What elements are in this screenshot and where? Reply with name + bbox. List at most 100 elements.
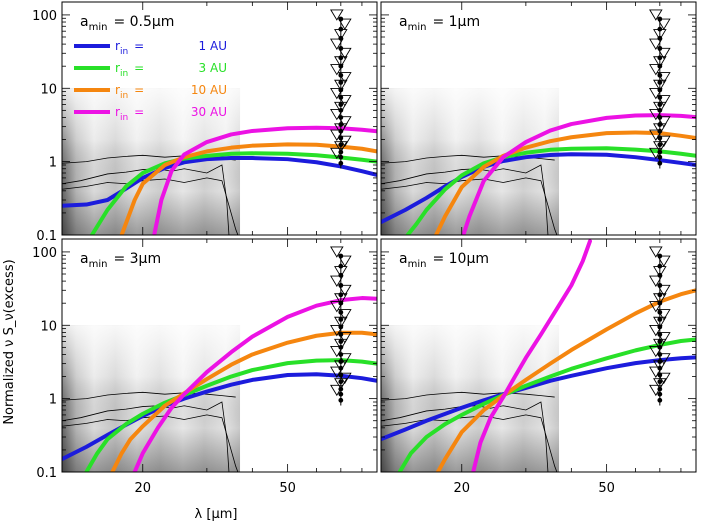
observation-point (338, 95, 344, 100)
upper-limit-marker (649, 88, 663, 100)
observation-point (338, 352, 344, 357)
panel-plot-area (62, 246, 377, 472)
upper-limit-marker (653, 141, 667, 153)
upper-limit-marker (657, 95, 671, 107)
series-line-r1 (381, 355, 696, 442)
observation-point (338, 365, 344, 371)
upper-limit-marker (330, 301, 344, 313)
observation-point (657, 142, 663, 148)
observation-point (338, 317, 344, 322)
observation-point (657, 154, 663, 160)
observation-point (657, 352, 663, 357)
panel-amin-label: amin = 3μm (80, 251, 161, 270)
upper-limit-marker (653, 378, 667, 390)
contour-line-1 (62, 391, 236, 401)
observation-point (338, 45, 344, 51)
upper-limit-marker (330, 366, 344, 378)
observation-point (338, 300, 344, 306)
observation-point (657, 95, 663, 100)
panel-frame (380, 238, 697, 473)
x-tick-label: 50 (598, 481, 615, 496)
upper-limit-marker (338, 72, 352, 84)
upper-limit-marker (338, 309, 352, 321)
y-tick-label: 1 (49, 393, 57, 408)
observation-point (657, 55, 663, 61)
upper-limit-marker (330, 64, 344, 76)
observation-point (338, 332, 344, 337)
series-line-r30 (471, 239, 592, 472)
observation-point (338, 35, 344, 41)
upper-limit-marker (657, 332, 671, 344)
upper-limit-marker (657, 284, 671, 297)
legend-value: 30 AU (191, 105, 227, 119)
x-tick-label: 20 (134, 481, 151, 496)
contour-line-3 (381, 401, 549, 472)
upper-limit-marker (649, 325, 663, 337)
upper-limit-marker (330, 38, 344, 50)
legend-value: 3 AU (199, 61, 227, 75)
panel-amin-label: amin = 1μm (399, 14, 480, 33)
observation-point (657, 122, 663, 127)
observation-point (657, 128, 663, 134)
upper-limit-marker (338, 95, 352, 107)
legend-label: rin = (115, 83, 144, 101)
observation-point (338, 386, 344, 392)
legend-value: 1 AU (199, 39, 227, 53)
observation-point (657, 115, 663, 120)
observation-point (657, 372, 663, 378)
upper-limit-marker (657, 72, 671, 84)
y-tick-label: 0.1 (36, 466, 57, 481)
observation-point (657, 135, 663, 141)
observation-point (338, 272, 344, 278)
upper-limit-marker (338, 18, 352, 30)
upper-limit-marker (330, 108, 344, 121)
upper-limit-marker (649, 246, 663, 258)
series-line-r3 (89, 151, 377, 235)
observation-point (338, 142, 344, 148)
observation-point (657, 332, 663, 337)
observation-point (338, 253, 344, 259)
observation-point (338, 154, 344, 160)
legend-value: 10 AU (191, 83, 227, 97)
panel-plot-area (381, 9, 696, 235)
upper-limit-marker (657, 255, 671, 267)
observation-point (657, 397, 663, 403)
x-tick-label: 20 (453, 481, 470, 496)
upper-limit-marker (649, 366, 663, 378)
observation-point (338, 263, 344, 269)
series-line-r1 (62, 372, 377, 462)
upper-limit-marker (657, 135, 671, 148)
observation-point (338, 115, 344, 120)
observation-point (657, 339, 663, 344)
observation-point (657, 365, 663, 371)
observation-point (657, 272, 663, 278)
upper-limit-marker (649, 64, 663, 76)
legend-label: rin = (115, 105, 144, 123)
observation-point (338, 160, 344, 166)
observation-point (338, 80, 344, 85)
observation-point (338, 292, 344, 298)
y-tick-label: 100 (32, 9, 57, 24)
series-line-r30 (461, 113, 696, 235)
upper-limit-marker (330, 345, 344, 358)
observation-point (338, 72, 344, 78)
contour-line-3 (381, 164, 549, 235)
observation-point (657, 300, 663, 306)
observation-point (657, 80, 663, 85)
observation-point (657, 263, 663, 269)
observation-point (657, 282, 663, 288)
observation-point (657, 292, 663, 298)
y-tick-label: 10 (40, 319, 57, 334)
observation-point (657, 317, 663, 322)
observation-point (657, 391, 663, 397)
upper-limit-marker (657, 309, 671, 321)
upper-limit-marker (649, 129, 663, 141)
upper-limit-marker (657, 18, 671, 30)
upper-limit-marker (330, 325, 344, 337)
observation-point (338, 16, 344, 22)
observation-point (657, 386, 663, 392)
observation-point (657, 344, 663, 350)
observation-point (338, 128, 344, 134)
upper-limit-marker (649, 301, 663, 313)
